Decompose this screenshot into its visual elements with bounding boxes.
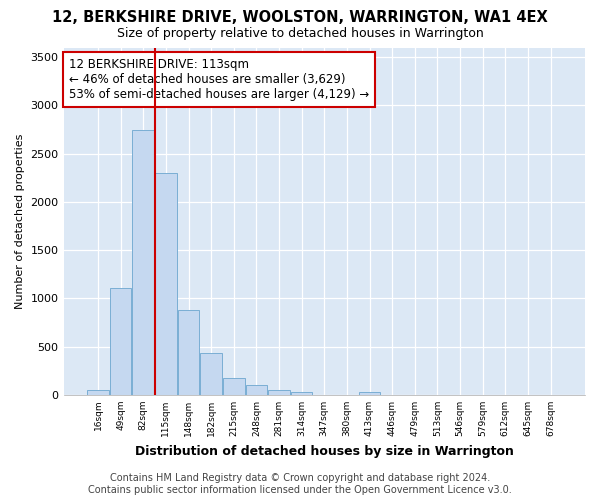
Bar (268, 390, 290, 395)
Bar (200, 354, 222, 395)
Text: Size of property relative to detached houses in Warrington: Size of property relative to detached ho… (116, 28, 484, 40)
Bar (359, 392, 380, 395)
Bar (87, 390, 109, 395)
X-axis label: Distribution of detached houses by size in Warrington: Distribution of detached houses by size … (135, 444, 514, 458)
Bar (223, 378, 245, 395)
Text: 12, BERKSHIRE DRIVE, WOOLSTON, WARRINGTON, WA1 4EX: 12, BERKSHIRE DRIVE, WOOLSTON, WARRINGTO… (52, 10, 548, 25)
Text: 12 BERKSHIRE DRIVE: 113sqm
← 46% of detached houses are smaller (3,629)
53% of s: 12 BERKSHIRE DRIVE: 113sqm ← 46% of deta… (69, 58, 369, 101)
Bar (245, 386, 267, 395)
Bar (133, 130, 154, 395)
Bar (291, 392, 313, 395)
Bar (178, 310, 199, 395)
Bar (110, 288, 131, 395)
Text: Contains HM Land Registry data © Crown copyright and database right 2024.
Contai: Contains HM Land Registry data © Crown c… (88, 474, 512, 495)
Y-axis label: Number of detached properties: Number of detached properties (15, 134, 25, 309)
Bar (155, 173, 176, 395)
